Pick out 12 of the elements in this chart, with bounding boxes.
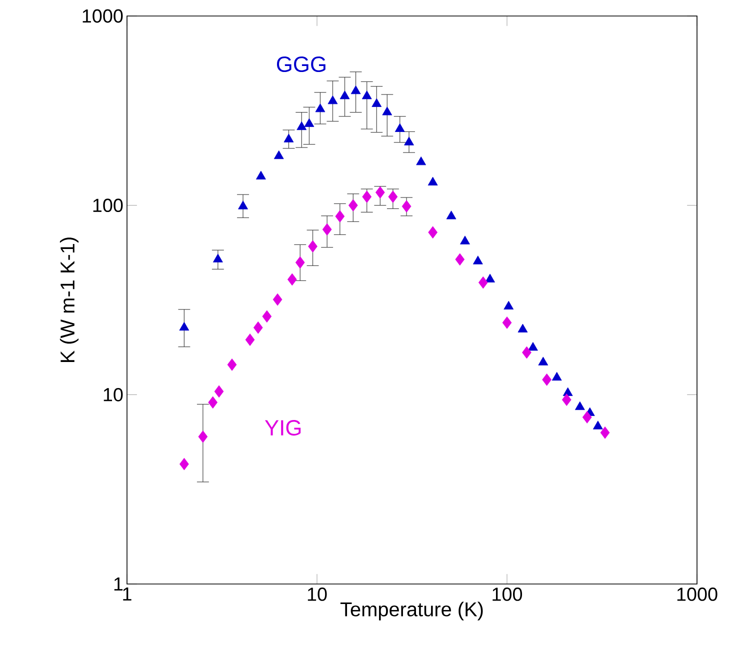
x-axis-title: Temperature (K) [340,602,483,620]
x-tick-label: 1 [123,588,132,601]
y-tick-label: 100 [93,198,123,212]
y-tick-label: 1000 [82,9,123,23]
x-tick-label: 10 [308,588,327,601]
series-label: GGG [276,56,326,72]
x-tick-label: 1000 [677,588,718,601]
text: YIG [264,420,301,436]
x-tick-label: 100 [492,588,522,601]
y-axis-title: K (W m-1 K-1) [60,238,79,362]
y-tick-label: 10 [104,388,123,402]
y-tick-label: 1 [114,577,123,591]
